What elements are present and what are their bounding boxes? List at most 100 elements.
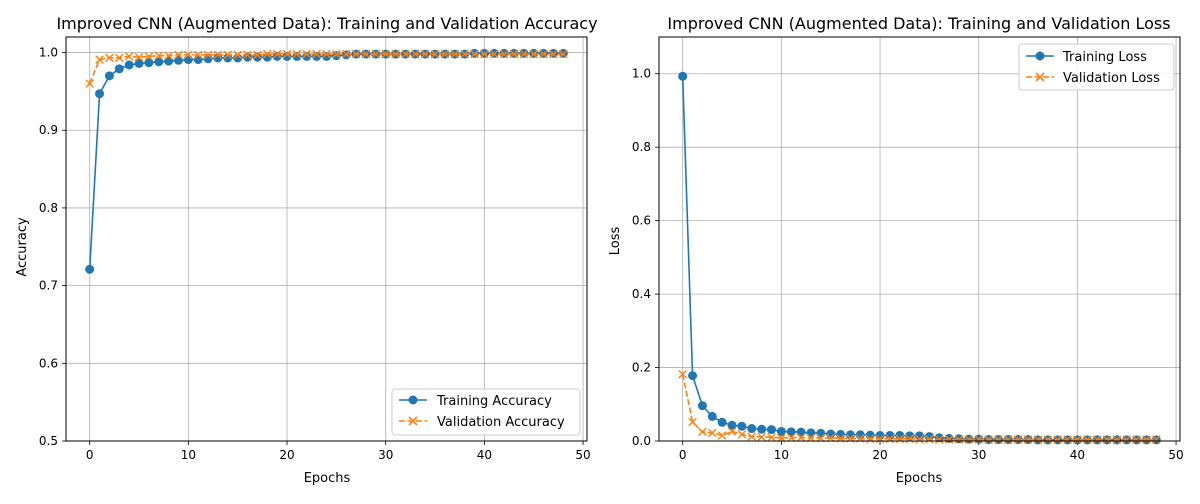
validation-loss-point xyxy=(1142,435,1151,444)
validation-accuracy-point xyxy=(272,49,282,59)
training-accuracy-point xyxy=(95,89,105,99)
training-loss-line xyxy=(681,76,1157,441)
accuracy-chart-xlabel: Epochs xyxy=(304,471,351,486)
x-tick-label: 20 xyxy=(872,448,887,462)
validation-accuracy-point xyxy=(193,50,203,60)
validation-accuracy-point xyxy=(519,49,529,59)
training-accuracy-point xyxy=(124,60,134,70)
legend-box xyxy=(1018,43,1175,91)
validation-loss-point xyxy=(1152,435,1161,444)
validation-accuracy-point xyxy=(420,49,430,59)
validation-accuracy-point xyxy=(322,49,331,59)
training-accuracy-point xyxy=(183,55,193,65)
y-tick-label: 0.6 xyxy=(632,214,651,228)
training-accuracy-point xyxy=(331,51,341,61)
validation-accuracy-point xyxy=(164,51,173,60)
training-loss-point xyxy=(776,426,786,436)
validation-accuracy-point xyxy=(401,49,410,59)
validation-accuracy-point xyxy=(460,49,469,59)
validation-accuracy-point xyxy=(361,49,371,59)
x-tick-label: 30 xyxy=(378,448,393,462)
validation-loss-point xyxy=(678,369,687,379)
loss-chart-frame xyxy=(658,36,1181,442)
validation-loss-point xyxy=(994,435,1003,444)
validation-accuracy-point xyxy=(351,49,361,59)
validation-loss-point xyxy=(1013,435,1023,444)
validation-loss-point xyxy=(974,435,983,444)
validation-accuracy-point xyxy=(312,49,321,59)
training-loss-point xyxy=(766,425,776,435)
validation-accuracy-point xyxy=(509,49,519,59)
training-accuracy-point xyxy=(193,55,203,65)
validation-loss-point xyxy=(717,431,727,440)
validation-loss-point xyxy=(1112,435,1122,444)
validation-loss-point xyxy=(1023,435,1033,444)
validation-accuracy-point xyxy=(174,50,183,60)
validation-accuracy-point xyxy=(450,49,460,59)
validation-accuracy-point xyxy=(499,49,509,59)
x-tick-label: 0 xyxy=(86,448,94,462)
validation-accuracy-point xyxy=(430,49,440,59)
training-loss-point xyxy=(688,371,698,381)
y-tick-label: 0.8 xyxy=(39,201,58,215)
validation-accuracy-point xyxy=(124,52,134,61)
validation-accuracy-point xyxy=(302,49,312,59)
validation-loss-point xyxy=(1102,435,1112,444)
validation-loss-point xyxy=(954,435,964,444)
validation-loss-point xyxy=(934,435,944,444)
training-loss-point xyxy=(707,411,717,421)
training-loss-point xyxy=(915,431,924,441)
validation-loss-point xyxy=(915,434,924,444)
validation-loss-point xyxy=(984,435,993,444)
training-accuracy-point xyxy=(134,58,144,68)
training-accuracy-point xyxy=(154,57,164,67)
loss-chart-title: Improved CNN (Augmented Data): Training … xyxy=(667,14,1170,33)
training-accuracy-point xyxy=(144,58,154,68)
validation-accuracy-point xyxy=(184,50,193,60)
y-tick-label: 0.2 xyxy=(632,361,651,375)
training-loss-point xyxy=(727,420,737,430)
training-loss-point xyxy=(895,430,905,440)
accuracy-chart-frame xyxy=(65,36,588,442)
validation-loss-point xyxy=(1053,435,1062,444)
validation-accuracy-point xyxy=(411,49,420,59)
loss-chart-legend: Training Loss Validation Loss xyxy=(1018,43,1175,91)
validation-accuracy-point xyxy=(263,49,272,59)
validation-accuracy-point xyxy=(144,52,154,61)
training-loss-point xyxy=(796,427,806,437)
x-tick-label: 40 xyxy=(1070,448,1085,462)
legend-label-training-loss: Training Loss xyxy=(1062,50,1147,65)
training-loss-point xyxy=(944,433,954,443)
validation-loss-point xyxy=(1073,435,1082,444)
x-tick-label: 20 xyxy=(279,448,294,462)
validation-loss-point xyxy=(698,427,707,437)
x-tick-label: 10 xyxy=(181,448,196,462)
training-loss-point xyxy=(678,71,688,81)
accuracy-chart-title: Improved CNN (Augmented Data): Training … xyxy=(56,14,597,33)
validation-loss-point xyxy=(1063,435,1072,444)
loss-chart-series xyxy=(678,71,1161,445)
validation-loss-point xyxy=(747,432,757,441)
accuracy-chart-grid xyxy=(66,37,587,442)
validation-loss-point xyxy=(1033,435,1043,444)
validation-accuracy-point xyxy=(114,53,124,63)
validation-loss-point xyxy=(944,435,954,444)
loss-chart-ylabel: Loss xyxy=(608,227,623,256)
legend-label-training-accuracy: Training Accuracy xyxy=(436,394,552,409)
validation-loss-point xyxy=(727,427,737,436)
training-loss-point xyxy=(697,401,707,411)
accuracy-chart-ticks: 0 10 20 30 40 50 0.5 0.6 0.7 0.8 0.9 1.0 xyxy=(39,46,591,462)
validation-loss-point xyxy=(1122,435,1132,444)
accuracy-chart-legend: Training Accuracy Validation Accuracy xyxy=(391,388,581,436)
accuracy-chart-ylabel: Accuracy xyxy=(15,217,30,277)
validation-accuracy-point xyxy=(539,49,548,59)
validation-accuracy-point xyxy=(154,51,164,60)
legend-label-validation-accuracy: Validation Accuracy xyxy=(437,415,565,430)
validation-loss-point xyxy=(737,430,747,439)
training-loss-point xyxy=(816,428,826,438)
training-accuracy-point xyxy=(85,264,95,274)
validation-loss-point xyxy=(1132,435,1141,444)
training-loss-point xyxy=(786,427,796,437)
validation-accuracy-point xyxy=(105,53,114,63)
